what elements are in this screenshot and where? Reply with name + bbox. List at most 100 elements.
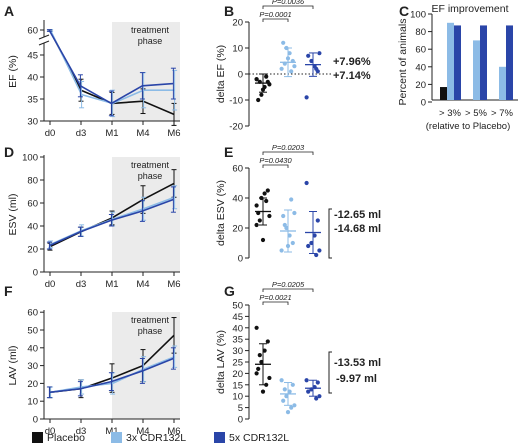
annotation-5x: +7.14% — [333, 70, 371, 82]
y-tick-label: 40 — [415, 62, 426, 73]
chart-title: EF improvement — [431, 3, 508, 15]
y-tick-label: 10 — [27, 397, 38, 408]
data-point — [281, 213, 286, 219]
y-tick-label: 20 — [232, 369, 243, 380]
data-point — [292, 64, 297, 69]
y-tick-label: 50 — [232, 301, 243, 312]
x-tick-label: M4 — [136, 279, 149, 290]
data-point — [259, 359, 264, 365]
panel-label-b: B — [224, 3, 234, 19]
data-point — [284, 394, 289, 399]
x-tick-label: M6 — [167, 279, 180, 290]
x-tick-label: M1 — [105, 279, 118, 290]
y-tick-label: 20 — [232, 224, 243, 235]
x-tick-label: d3 — [76, 128, 87, 139]
y-axis-label: Percent of animals — [397, 19, 409, 106]
y-axis-label: EF (%) — [7, 55, 19, 88]
annotation-3x: +7.96% — [333, 56, 371, 68]
y-tick-label: -20 — [229, 122, 243, 133]
treatment-phase-shade — [112, 157, 180, 272]
legend-swatch-cdr5x — [214, 432, 225, 443]
bar — [506, 25, 513, 100]
bar — [454, 25, 461, 100]
data-point — [285, 410, 291, 415]
shade-label: phase — [138, 36, 163, 46]
y-tick-label: 0 — [238, 254, 243, 265]
panel-label-d: D — [4, 144, 14, 160]
y-axis-label: ESV (ml) — [7, 194, 19, 236]
data-point — [264, 74, 269, 79]
y-tick-label: 0 — [238, 415, 243, 426]
legend-swatch-placebo — [32, 432, 43, 443]
panel-label-f: F — [4, 283, 13, 299]
y-tick-label: 45 — [27, 51, 38, 62]
data-point — [254, 325, 259, 330]
p-value: P=0.0036 — [272, 0, 305, 6]
significance-bracket — [262, 151, 314, 155]
treatment-phase-shade — [112, 22, 180, 121]
annotation-bracket — [328, 351, 332, 394]
y-tick-label: 20 — [232, 18, 243, 29]
y-tick-label: 10 — [232, 44, 243, 55]
y-tick-label: 40 — [27, 222, 38, 233]
data-point — [267, 375, 272, 381]
x-tick-label: d3 — [76, 426, 87, 437]
data-point — [304, 180, 309, 186]
y-tick-label: 0 — [238, 70, 243, 81]
y-tick-label: 45 — [232, 312, 243, 323]
data-point — [309, 240, 314, 246]
data-point — [254, 77, 259, 82]
y-tick-label: 50 — [27, 326, 38, 337]
x-tick-label: M4 — [136, 426, 149, 437]
y-tick-label: 80 — [415, 27, 426, 38]
y-tick-label: 5 — [238, 403, 243, 414]
data-point — [260, 237, 266, 243]
y-tick-label: 40 — [27, 343, 38, 354]
data-point — [306, 53, 311, 58]
p-value: P=0.0203 — [272, 143, 305, 152]
y-tick-label: 30 — [27, 361, 38, 372]
y-tick-label: 100 — [22, 153, 38, 164]
data-point — [317, 248, 322, 253]
category-label: > 3% — [439, 108, 461, 119]
axis-break-mark — [38, 40, 50, 46]
annotation-3x: -12.65 ml — [334, 209, 381, 221]
x-tick-label: d0 — [45, 426, 56, 437]
data-point — [287, 51, 292, 56]
data-point — [254, 371, 259, 376]
bar — [447, 22, 454, 100]
y-tick-label: 20 — [415, 80, 426, 91]
y-tick-label: 60 — [27, 26, 38, 37]
significance-bracket — [262, 301, 289, 305]
y-tick-label: 40 — [27, 73, 38, 84]
y-tick-label: 0 — [33, 415, 38, 426]
p-value: P=0.0205 — [272, 280, 305, 289]
y-axis-label: delta LAV (%) — [215, 330, 227, 394]
data-point — [290, 382, 295, 387]
shade-label: phase — [138, 326, 163, 336]
x-tick-label: M1 — [105, 128, 118, 139]
data-point — [264, 198, 269, 204]
data-point — [281, 40, 286, 45]
data-point — [265, 188, 270, 193]
significance-bracket — [262, 5, 314, 9]
y-tick-label: 40 — [232, 194, 243, 205]
p-value: P=0.0021 — [259, 293, 291, 302]
y-tick-label: 60 — [27, 199, 38, 210]
x-tick-label: d3 — [76, 279, 87, 290]
data-point — [279, 378, 284, 383]
data-point — [267, 213, 272, 219]
panel-label-e: E — [224, 144, 233, 160]
data-point — [289, 69, 294, 74]
y-axis-label: delta EF (%) — [215, 45, 227, 103]
treatment-phase-shade — [112, 312, 180, 419]
y-tick-label: 15 — [232, 380, 243, 391]
legend-label-cdr3x: 3x CDR132L — [126, 432, 186, 443]
data-point — [289, 405, 294, 410]
data-point — [282, 222, 287, 228]
y-tick-label: 10 — [232, 392, 243, 403]
data-point — [317, 394, 322, 399]
data-point — [260, 389, 266, 394]
data-point — [281, 398, 286, 403]
data-point — [315, 380, 320, 385]
